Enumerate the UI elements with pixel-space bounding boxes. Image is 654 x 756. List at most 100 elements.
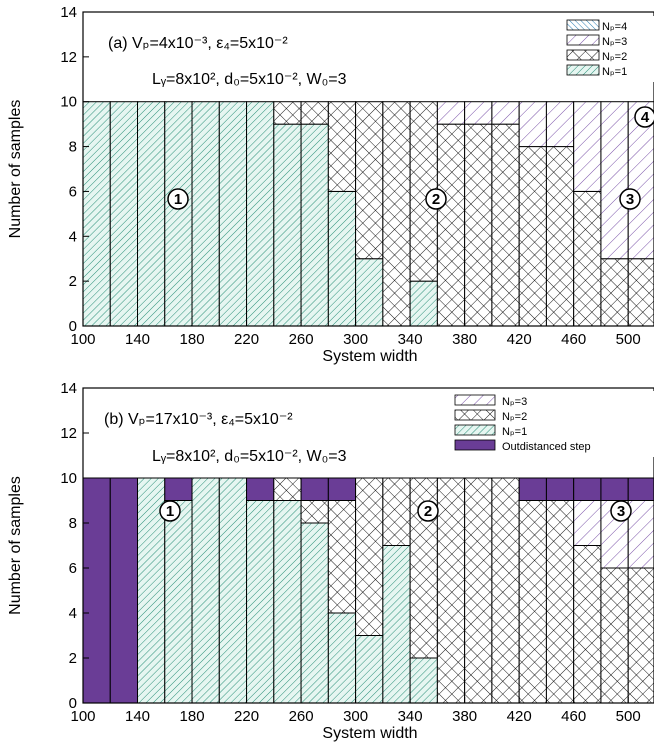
y-tick-label: 8	[69, 139, 77, 156]
bar-segment	[300, 123, 329, 327]
y-tick-label: 4	[69, 228, 77, 245]
bar-segment	[355, 101, 384, 260]
x-axis-label: System width	[322, 725, 417, 742]
x-tick-label: 500	[616, 708, 641, 725]
bar-segment	[409, 280, 438, 327]
y-tick-label: 8	[69, 515, 77, 532]
bar-segment	[464, 101, 493, 125]
y-tick-label: 2	[69, 650, 77, 667]
region-marker-label: 2	[432, 191, 440, 208]
bar-segment	[600, 567, 629, 704]
bar-segment	[327, 500, 357, 614]
y-axis-label: Number of samples	[7, 476, 24, 615]
legend-label: Nₚ=1	[602, 66, 627, 78]
bar-segment	[137, 101, 166, 327]
bar-segment	[218, 477, 248, 704]
bar-segment	[600, 258, 629, 327]
y-tick-label: 2	[69, 273, 77, 290]
legend-label: Outdistanced step	[502, 441, 591, 453]
bar-segment	[491, 477, 520, 704]
x-tick-label: 380	[452, 331, 477, 348]
region-marker	[610, 500, 632, 522]
bar-segment	[164, 500, 193, 704]
y-tick-label: 0	[69, 318, 77, 335]
bar-segment	[518, 146, 547, 327]
bar-segment	[246, 477, 275, 501]
region-marker	[417, 500, 439, 522]
bar-segment	[436, 123, 466, 327]
region-marker	[634, 106, 654, 128]
legend-label: Nₚ=4	[602, 21, 627, 33]
legend-label: Nₚ=3	[502, 396, 527, 408]
legend-swatch	[566, 34, 600, 46]
bar-segment	[355, 635, 384, 704]
bar-segment	[109, 101, 139, 327]
x-tick-label: 140	[125, 331, 150, 348]
x-tick-label: 260	[289, 331, 314, 348]
bar-segment	[137, 477, 166, 704]
bar-segment	[518, 477, 547, 501]
x-tick-label: 300	[343, 708, 368, 725]
y-tick-label: 10	[60, 470, 77, 487]
region-marker-label: 1	[166, 503, 174, 520]
bar-segment	[627, 477, 654, 501]
x-tick-label: 220	[234, 331, 259, 348]
bar-segment	[382, 545, 411, 704]
x-tick-label: 500	[616, 331, 641, 348]
region-marker-label: 1	[174, 191, 182, 208]
bar-segment	[191, 477, 220, 704]
bar-segment	[464, 477, 493, 704]
bar-segment	[273, 101, 302, 125]
y-tick-label: 14	[60, 380, 77, 397]
bar-segment	[627, 567, 654, 704]
bar-segment	[491, 123, 520, 327]
bar-segment	[109, 477, 139, 704]
bar-segment	[436, 477, 466, 704]
bar-segment	[600, 477, 629, 501]
region-marker-label: 3	[626, 191, 634, 208]
x-tick-label: 420	[507, 708, 532, 725]
region-marker	[167, 188, 189, 210]
bar-segment	[164, 477, 193, 501]
bar-segment	[355, 258, 384, 327]
bar-segment	[464, 123, 493, 327]
x-tick-label: 180	[180, 708, 205, 725]
legend-swatch	[454, 439, 496, 451]
x-tick-label: 220	[234, 708, 259, 725]
bar-segment	[191, 101, 220, 327]
annotation-line: Lᵧ=8x10², d₀=5x10⁻², W₀=3	[152, 448, 347, 465]
bar-segment	[545, 477, 575, 501]
y-tick-label: 14	[60, 4, 77, 21]
x-tick-label: 300	[343, 331, 368, 348]
bar-segment	[355, 477, 384, 636]
y-tick-label: 0	[69, 695, 77, 712]
x-tick-label: 380	[452, 708, 477, 725]
bar-segment	[573, 500, 602, 546]
x-tick-label: 340	[398, 708, 423, 725]
bar-segment	[300, 101, 329, 125]
bar-segment	[382, 101, 411, 327]
bar-segment	[300, 500, 329, 524]
bar-segment	[327, 101, 357, 192]
bar-segment	[573, 477, 602, 501]
bar-segment	[409, 657, 438, 704]
legend-label: Nₚ=1	[502, 426, 527, 438]
region-marker	[619, 188, 641, 210]
annotation-line: (b) Vₚ=17x10⁻³, ε₄=5x10⁻²	[104, 411, 293, 428]
bar-segment	[82, 101, 111, 327]
legend: Nₚ=4 Nₚ=3 Nₚ=2 Nₚ=1	[564, 16, 654, 82]
x-tick-label: 140	[125, 708, 150, 725]
legend-swatch	[454, 424, 496, 436]
x-tick-label: 420	[507, 331, 532, 348]
bar-segment	[273, 500, 302, 704]
x-tick-label: 100	[70, 708, 95, 725]
legend-swatch	[454, 409, 496, 421]
region-marker	[425, 188, 447, 210]
y-tick-label: 4	[69, 605, 77, 622]
legend-label: Nₚ=2	[502, 411, 527, 423]
legend-swatch	[566, 64, 600, 76]
annotation-line: Lᵧ=8x10², d₀=5x10⁻², W₀=3	[152, 71, 347, 88]
x-axis-ticks: 100 140 180 220 260 300 340 380 420 460 500	[70, 697, 641, 725]
